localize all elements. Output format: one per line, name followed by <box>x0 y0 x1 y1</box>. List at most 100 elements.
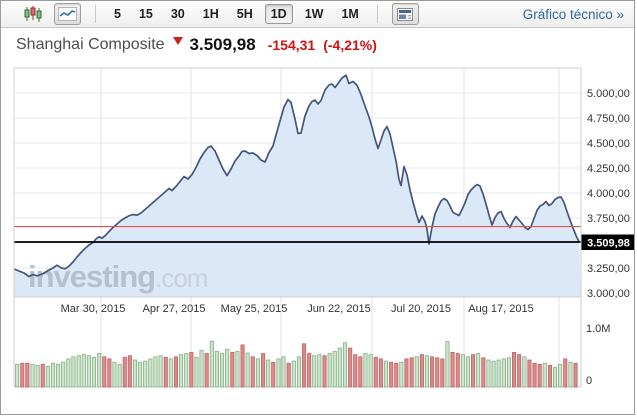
timeframe-buttons: 5 15 30 1H 5H 1D 1W 1M <box>105 3 368 25</box>
volume-bar <box>291 360 296 388</box>
y-axis-label: 4.500,00 <box>587 138 630 150</box>
chart-canvas[interactable]: investing.com 5.000,00 4.750,00 4.500,00 4.2… <box>1 61 634 414</box>
volume-bar <box>424 355 429 388</box>
volume-bar <box>281 356 286 388</box>
volume-bar <box>51 362 56 388</box>
volume-bar <box>45 366 50 388</box>
volume-bar <box>173 356 179 388</box>
volume-bar <box>506 357 511 388</box>
volume-bar <box>214 350 220 388</box>
volume-bar <box>491 360 496 388</box>
volume-bar <box>148 358 153 388</box>
last-price: 3.509,98 <box>189 35 256 54</box>
instrument-name: Shanghai Composite <box>16 36 165 53</box>
volume-bar <box>547 364 552 388</box>
volume-bar <box>266 359 271 388</box>
candlestick-chart-icon[interactable] <box>21 4 45 24</box>
volume-bar <box>260 353 266 388</box>
timeframe-1d-button[interactable]: 1D <box>264 3 293 25</box>
volume-bar <box>363 353 368 388</box>
volume-bar <box>122 356 127 388</box>
volume-bar <box>322 355 327 388</box>
volume-bar <box>137 361 143 388</box>
volume-bar <box>501 358 506 388</box>
volume-bar <box>470 354 476 388</box>
volume-bar <box>440 358 445 388</box>
volume-bar <box>71 356 76 388</box>
x-axis-label: May 25, 2015 <box>221 303 288 315</box>
volume-bar <box>353 354 358 388</box>
volume-bar <box>276 358 281 388</box>
volume-bar <box>127 355 132 388</box>
volume-bar <box>184 353 189 388</box>
price-change: -154,31 <box>267 37 316 53</box>
volume-bar <box>40 363 45 388</box>
volume-bar <box>250 356 255 388</box>
volume-bar <box>553 367 558 388</box>
volume-bar <box>337 347 342 388</box>
volume-bar <box>486 359 491 388</box>
volume-bar <box>399 361 404 388</box>
timeframe-30-button[interactable]: 30 <box>165 4 191 25</box>
volume-bar <box>383 360 388 388</box>
volume-bar <box>455 353 460 388</box>
price-line <box>13 74 580 278</box>
timeframe-5-button[interactable]: 5 <box>108 4 127 25</box>
volume-bar <box>527 359 532 388</box>
toolbar-divider <box>95 5 96 23</box>
volume-bar <box>312 355 317 388</box>
line-chart-icon[interactable] <box>54 3 81 25</box>
technical-chart-link[interactable]: Gráfico técnico » <box>522 6 624 22</box>
y-axis-label: 4.000,00 <box>587 188 630 200</box>
volume-bar <box>209 340 214 388</box>
toolbar-divider <box>376 5 378 23</box>
price-change-percent: (-4,21%) <box>323 37 377 53</box>
volume-bar <box>419 354 424 388</box>
volume-bar <box>143 360 148 388</box>
volume-bar <box>394 362 399 388</box>
volume-bar <box>86 355 91 388</box>
volume-bar <box>168 358 173 388</box>
volume-bar <box>66 358 71 388</box>
volume-bar <box>163 356 168 388</box>
volume-bar <box>378 358 383 388</box>
timeframe-1w-button[interactable]: 1W <box>299 4 330 25</box>
timeframe-1m-button[interactable]: 1M <box>335 4 364 25</box>
watermark-investing-com: investing.com <box>28 259 207 294</box>
volume-bar <box>102 356 107 388</box>
volume-bar <box>542 362 547 388</box>
volume-bar <box>450 351 455 388</box>
volume-bar <box>301 343 307 388</box>
timeframe-1h-button[interactable]: 1H <box>197 4 225 25</box>
volume-bar <box>199 349 204 388</box>
volume-bar <box>61 361 66 388</box>
volume-bar <box>568 361 573 388</box>
volume-bar <box>496 359 501 388</box>
volume-bar <box>522 356 527 388</box>
volume-bar <box>286 362 291 388</box>
volume-bar <box>245 352 250 388</box>
instrument-header: Shanghai Composite 3.509,98 -154,31 (-4,… <box>1 29 634 61</box>
volume-bar <box>537 363 542 388</box>
y-axis-label: 3.250,00 <box>587 263 630 275</box>
volume-bar <box>558 363 563 388</box>
y-axis-label: 4.250,00 <box>587 163 630 175</box>
volume-bar <box>465 356 470 388</box>
volume-bar <box>240 344 245 388</box>
volume-bar <box>445 341 450 388</box>
volume-bar <box>348 347 353 388</box>
volume-bar <box>107 358 112 388</box>
volume-bar <box>132 359 138 388</box>
volume-bar <box>435 357 440 388</box>
y-axis-label: 4.750,00 <box>587 113 630 125</box>
timeframe-5h-button[interactable]: 5H <box>231 4 259 25</box>
technical-summary-icon[interactable] <box>391 3 419 25</box>
volume-bar <box>563 358 568 388</box>
volume-bar <box>235 350 240 388</box>
volume-bar <box>25 362 30 388</box>
volume-bar <box>342 342 348 388</box>
volume-bar <box>30 363 35 388</box>
y-axis-label: 5.000,00 <box>587 88 630 100</box>
volume-axis-zero-label: 0 <box>586 375 592 387</box>
timeframe-15-button[interactable]: 15 <box>133 4 159 25</box>
